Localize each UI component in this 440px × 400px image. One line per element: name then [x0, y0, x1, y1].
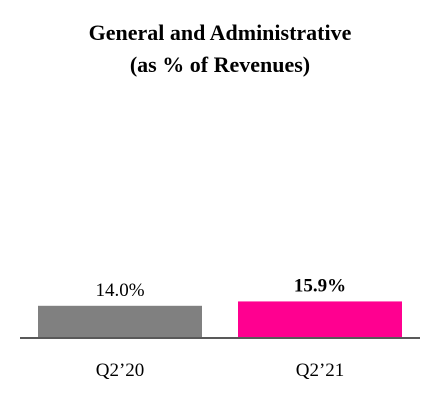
bar-1 — [238, 301, 402, 338]
bars-group — [38, 301, 402, 338]
x-tick-label-1: Q2’21 — [296, 360, 345, 381]
chart-title: General and Administrative — [88, 20, 352, 45]
labels-group: 14.0% Q2’20 15.9% Q2’21 — [95, 275, 346, 381]
bar-0 — [38, 305, 202, 338]
data-label-0: 14.0% — [95, 280, 144, 301]
x-tick-label-0: Q2’20 — [96, 360, 145, 381]
data-label-1: 15.9% — [294, 275, 346, 296]
chart-subtitle: (as % of Revenues) — [129, 52, 311, 77]
